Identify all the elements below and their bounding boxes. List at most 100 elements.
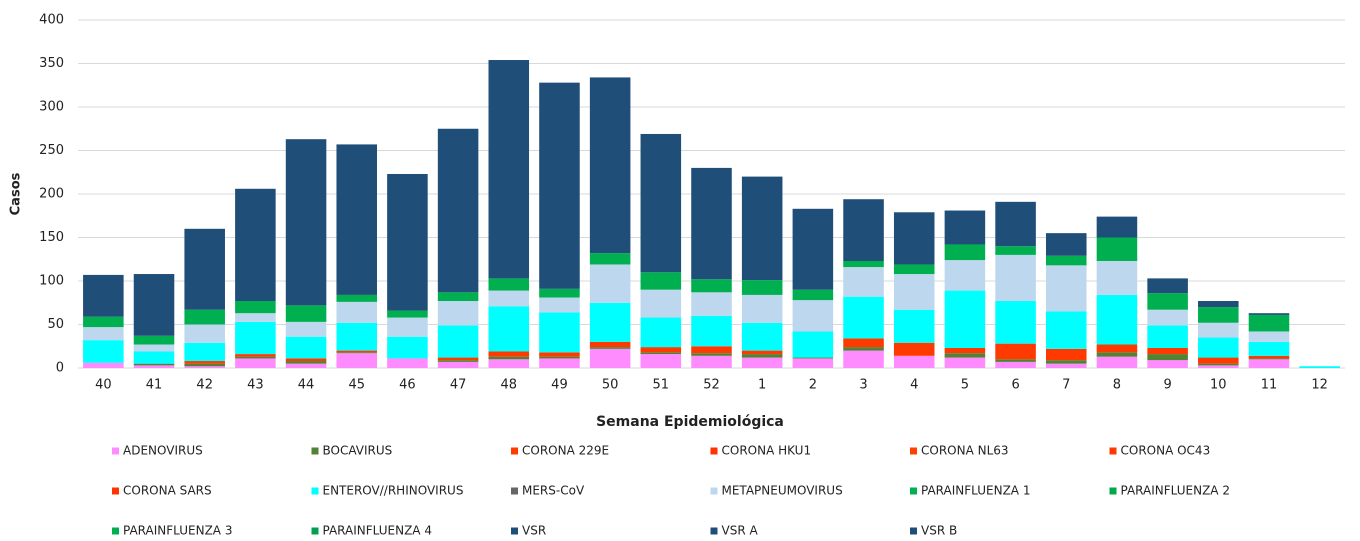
- bar-segment: [539, 312, 580, 353]
- bar-segment: [843, 260, 884, 268]
- bar-segment: [133, 344, 175, 352]
- bar-segment: [285, 363, 327, 368]
- bar-segment: [235, 313, 276, 322]
- bar-segment: [1248, 313, 1290, 315]
- bar-segment: [184, 361, 225, 364]
- bar-segment: [589, 264, 631, 303]
- legend-label: PARAINFLUENZA 3: [123, 524, 232, 538]
- bar-segment: [235, 358, 276, 368]
- legend-label: ENTEROV//RHINOVIRUS: [323, 484, 464, 498]
- bar-segment: [589, 77, 631, 254]
- x-tick-label: 7: [1062, 378, 1070, 393]
- bar-segment: [1096, 216, 1138, 238]
- y-tick-label: 300: [39, 100, 64, 115]
- x-tick-label: 50: [602, 378, 619, 393]
- bar-segment: [893, 212, 935, 265]
- bar-segment: [691, 315, 732, 347]
- bar-segment: [995, 254, 1036, 302]
- bar-segment: [792, 289, 834, 301]
- bar-segment: [1198, 363, 1239, 366]
- bar-segment: [843, 296, 884, 339]
- bar-segment: [539, 288, 580, 298]
- bar-segment: [285, 336, 327, 359]
- bar-segment: [133, 351, 175, 364]
- bar-segment: [843, 347, 884, 351]
- x-tick-label: 1: [758, 378, 766, 393]
- bar-segment: [539, 356, 580, 359]
- bar-segment: [235, 321, 276, 355]
- bar-segment: [437, 325, 479, 358]
- bar-segment: [1248, 355, 1290, 359]
- bar-segment: [235, 188, 276, 302]
- bar-segment: [437, 360, 479, 362]
- bar-segment: [1147, 293, 1188, 310]
- bar-segment: [488, 60, 530, 279]
- bar-segment: [1096, 294, 1138, 345]
- bar-segment: [488, 356, 530, 360]
- x-tick-label: 4: [910, 378, 918, 393]
- bar-segment: [691, 167, 732, 280]
- legend-label: VSR B: [921, 524, 957, 538]
- bar-segment: [437, 357, 479, 361]
- bar-segment: [995, 359, 1036, 362]
- x-tick-label: 5: [961, 378, 969, 393]
- legend-swatch: [511, 487, 518, 495]
- bar-segment: [691, 292, 732, 316]
- bar-segment: [589, 253, 631, 265]
- legend-label: CORONA 229E: [522, 444, 609, 458]
- bar-segment: [1198, 365, 1239, 368]
- bar-segment: [1198, 322, 1239, 338]
- bar-segment: [995, 361, 1036, 368]
- bar-segment: [235, 356, 276, 359]
- bar-segment: [691, 346, 732, 354]
- bar-segment: [184, 363, 225, 367]
- y-tick-label: 250: [39, 143, 64, 158]
- x-tick-label: 40: [95, 378, 112, 393]
- bar-segment: [184, 342, 225, 362]
- bar-segment: [83, 327, 124, 341]
- legend-label: MERS-CoV: [522, 484, 585, 498]
- bar-segment: [1096, 344, 1138, 353]
- bar-segment: [741, 294, 783, 323]
- legend-swatch: [311, 487, 319, 495]
- legend-label: PARAINFLUENZA 1: [921, 484, 1030, 498]
- y-tick-label: 350: [39, 56, 64, 71]
- bar-segment: [1045, 348, 1087, 361]
- bar-segment: [944, 210, 986, 245]
- legend-swatch: [112, 447, 119, 455]
- bar-segment: [133, 365, 175, 368]
- x-tick-label: 12: [1311, 378, 1328, 393]
- bar-segment: [995, 301, 1036, 344]
- bar-segment: [1045, 255, 1087, 266]
- legend-swatch: [112, 527, 119, 535]
- bar-segment: [741, 354, 783, 358]
- bar-segment: [640, 354, 682, 368]
- bar-segment: [1299, 366, 1340, 368]
- bar-segment: [691, 279, 732, 293]
- bar-segment: [336, 294, 378, 302]
- bar-segment: [488, 306, 530, 352]
- x-tick-label: 52: [703, 378, 720, 393]
- bar-segment: [539, 358, 580, 368]
- legend-label: METAPNEUMOVIRUS: [722, 484, 843, 498]
- bar-segment: [893, 274, 935, 310]
- bar-segment: [741, 280, 783, 295]
- bar-segment: [589, 347, 631, 349]
- y-tick-label: 150: [39, 230, 64, 245]
- legend-label: ADENOVIRUS: [123, 444, 203, 458]
- bar-segment: [285, 358, 327, 362]
- bar-segment: [336, 352, 378, 354]
- bar-segment: [83, 274, 124, 317]
- y-tick-label: 0: [56, 361, 64, 376]
- x-tick-label: 44: [298, 378, 315, 393]
- bar-segment: [893, 342, 935, 356]
- bar-segment: [944, 244, 986, 261]
- bar-segment: [944, 290, 986, 348]
- bar-segment: [640, 352, 682, 355]
- bar-segment: [387, 173, 428, 311]
- legend-label: CORONA NL63: [921, 444, 1009, 458]
- bar-segment: [1045, 311, 1087, 349]
- bar-segment: [640, 317, 682, 348]
- bar-segment: [1248, 331, 1290, 342]
